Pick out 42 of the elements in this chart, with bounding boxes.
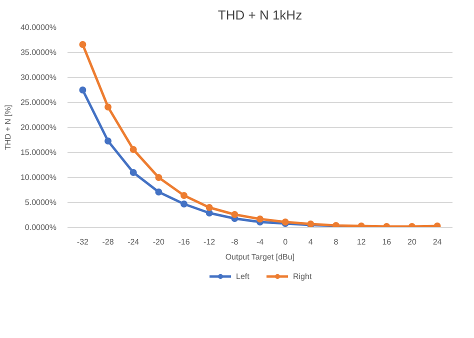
point <box>206 204 213 211</box>
point <box>180 200 188 208</box>
point <box>79 41 86 48</box>
x-tick-label: -20 <box>152 238 166 246</box>
point <box>79 86 86 94</box>
y-tick-label: 10.0000% <box>20 173 56 182</box>
chart-title: THD + N 1kHz <box>218 8 302 22</box>
x-tick-label: -16 <box>178 238 190 246</box>
x-tick-label: 8 <box>334 238 339 246</box>
y-tick-label: 20.0000% <box>20 123 56 132</box>
x-tick-label: 16 <box>382 238 392 246</box>
x-axis-title: Output Target [dBu] <box>225 252 295 262</box>
x-tick-label: 12 <box>356 238 366 246</box>
y-tick-label: 15.0000% <box>20 148 56 157</box>
point <box>130 169 137 176</box>
x-tick-label: -8 <box>231 238 239 246</box>
x-tick-label: 20 <box>408 238 417 246</box>
y-tick-label: 35.0000% <box>20 48 56 57</box>
point <box>104 138 112 144</box>
y-tick-label: 5.0000% <box>24 198 57 207</box>
x-tick-label: -12 <box>204 238 216 246</box>
x-tick-label: -32 <box>76 238 90 246</box>
x-tick-label: -28 <box>102 238 114 246</box>
x-tick-label: 0 <box>283 238 288 246</box>
point <box>130 146 137 153</box>
x-tick-label: 4 <box>308 238 314 246</box>
y-axis-title: THD + N [%] <box>3 104 12 150</box>
y-tick-label: 30.0000% <box>20 73 56 82</box>
point <box>155 188 162 196</box>
y-tick-label: 25.0000% <box>20 98 56 107</box>
x-tick-label: 24 <box>432 238 442 246</box>
legend-label: Right <box>293 272 313 280</box>
point <box>104 104 112 110</box>
point <box>231 211 238 218</box>
point <box>155 174 162 181</box>
x-tick-label: -4 <box>256 238 264 246</box>
point <box>256 216 264 222</box>
y-tick-label: 0.0000% <box>24 223 57 232</box>
x-tick-label: -24 <box>128 238 140 246</box>
point <box>180 192 188 199</box>
y-tick-label: 40.0000% <box>20 23 56 32</box>
legend-label: Left <box>236 272 250 280</box>
